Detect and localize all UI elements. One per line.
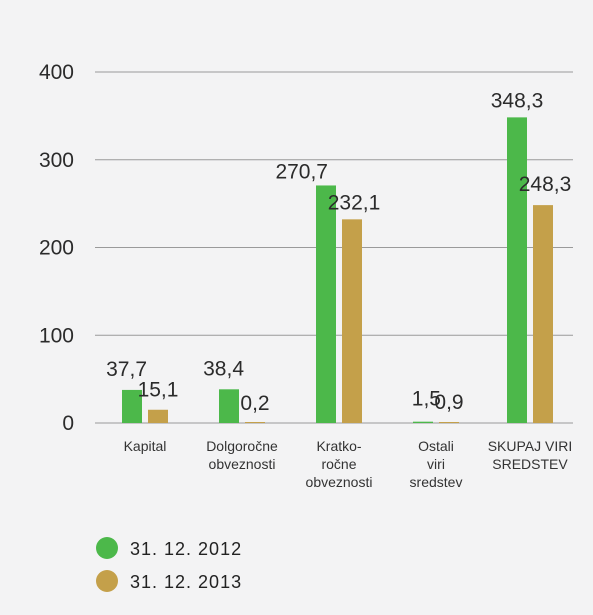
legend-swatch-2013 xyxy=(96,570,118,592)
category-labels: Kapital Dolgoročne obveznosti Kratko-ročne o… xyxy=(124,438,573,490)
data-label-2013: 15,1 xyxy=(138,379,179,402)
bar-2013 xyxy=(342,219,362,423)
y-tick-label: 0 xyxy=(62,412,74,435)
data-label-2012: 348,3 xyxy=(491,89,544,112)
y-tick-label: 200 xyxy=(39,237,74,260)
y-tick-label: 300 xyxy=(39,149,74,172)
data-label-2013: 0,2 xyxy=(240,392,269,415)
y-tick-label: 400 xyxy=(39,61,74,84)
data-label-2013: 0,9 xyxy=(434,391,463,414)
data-labels: 37,7 38,4 270,7 1,5 348,3 15,1 0,2 232,1 0,9 248,… xyxy=(106,89,571,414)
data-label-2013: 232,1 xyxy=(328,191,381,214)
bar-2013 xyxy=(439,422,459,423)
y-tick-label: 100 xyxy=(39,324,74,347)
y-axis-ticks: 0 100 200 300 400 xyxy=(39,61,74,435)
bar-2012 xyxy=(413,421,433,423)
bar-2012 xyxy=(219,389,239,423)
bar-2013 xyxy=(148,409,168,423)
data-label-2012: 37,7 xyxy=(106,358,147,381)
bars xyxy=(122,117,553,423)
legend-label-2012: 31. 12. 2012 xyxy=(130,539,242,559)
bar-2013 xyxy=(245,422,265,423)
legend-label-2013: 31. 12. 2013 xyxy=(130,572,242,592)
category-label: Kratko-ročne obveznosti xyxy=(306,438,373,490)
data-label-2012: 1,5 xyxy=(412,388,441,411)
legend-swatch-2012 xyxy=(96,537,118,559)
data-label-2012: 38,4 xyxy=(203,357,244,380)
legend: 31. 12. 2012 31. 12. 2013 xyxy=(96,537,242,592)
bar-2012 xyxy=(122,389,142,423)
bar-2013 xyxy=(533,205,553,423)
category-label: SKUPAJ VIRI SREDSTEV xyxy=(488,438,573,472)
category-label: Dolgoročne obveznosti xyxy=(206,438,278,472)
bar-2012 xyxy=(316,185,336,423)
category-label: Kapital xyxy=(124,438,167,454)
data-label-2012: 270,7 xyxy=(275,160,328,183)
bar-2012 xyxy=(507,117,527,423)
data-label-2013: 248,3 xyxy=(519,173,572,196)
category-label: Ostali viri sredstev xyxy=(410,438,463,490)
